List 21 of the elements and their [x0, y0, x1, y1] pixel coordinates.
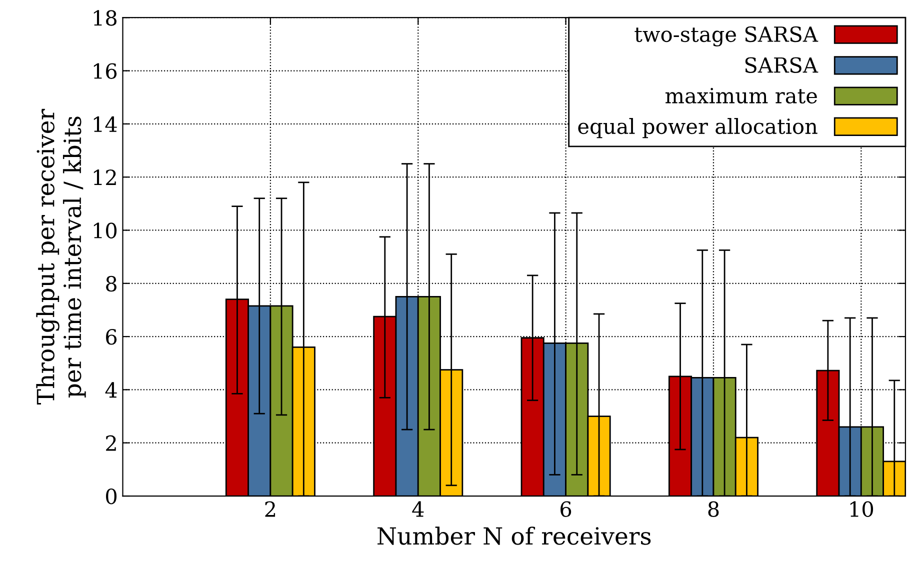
- y-tick-label: 18: [94, 10, 116, 26]
- y-tick-label: 4: [105, 382, 117, 398]
- x-tick-label: 8: [708, 501, 719, 517]
- y-tick-label: 2: [106, 435, 116, 451]
- y-tick-label: 14: [94, 116, 117, 132]
- legend-label: maximum rate: [665, 88, 817, 104]
- y-tick-label: 6: [106, 329, 117, 345]
- legend-label: two-stage SARSA: [634, 26, 818, 46]
- y-tick-label: 0: [106, 488, 117, 504]
- legend-label: SARSA: [745, 57, 818, 73]
- x-tick-label: 10: [850, 501, 874, 517]
- y-axis-title: Throughput per receiver per time interval / kbits: [36, 108, 86, 404]
- y-tick-label: 12: [94, 170, 116, 185]
- legend-label: equal power allocation: [578, 118, 818, 138]
- x-tick-label: 2: [265, 501, 276, 517]
- y-tick-label: 8: [106, 276, 116, 292]
- x-axis-title: Number N of receivers: [378, 526, 651, 545]
- x-tick-label: 4: [412, 501, 424, 517]
- y-tick-label: 16: [94, 63, 117, 79]
- y-tick-label: 10: [94, 222, 117, 238]
- x-tick-label: 6: [560, 501, 572, 517]
